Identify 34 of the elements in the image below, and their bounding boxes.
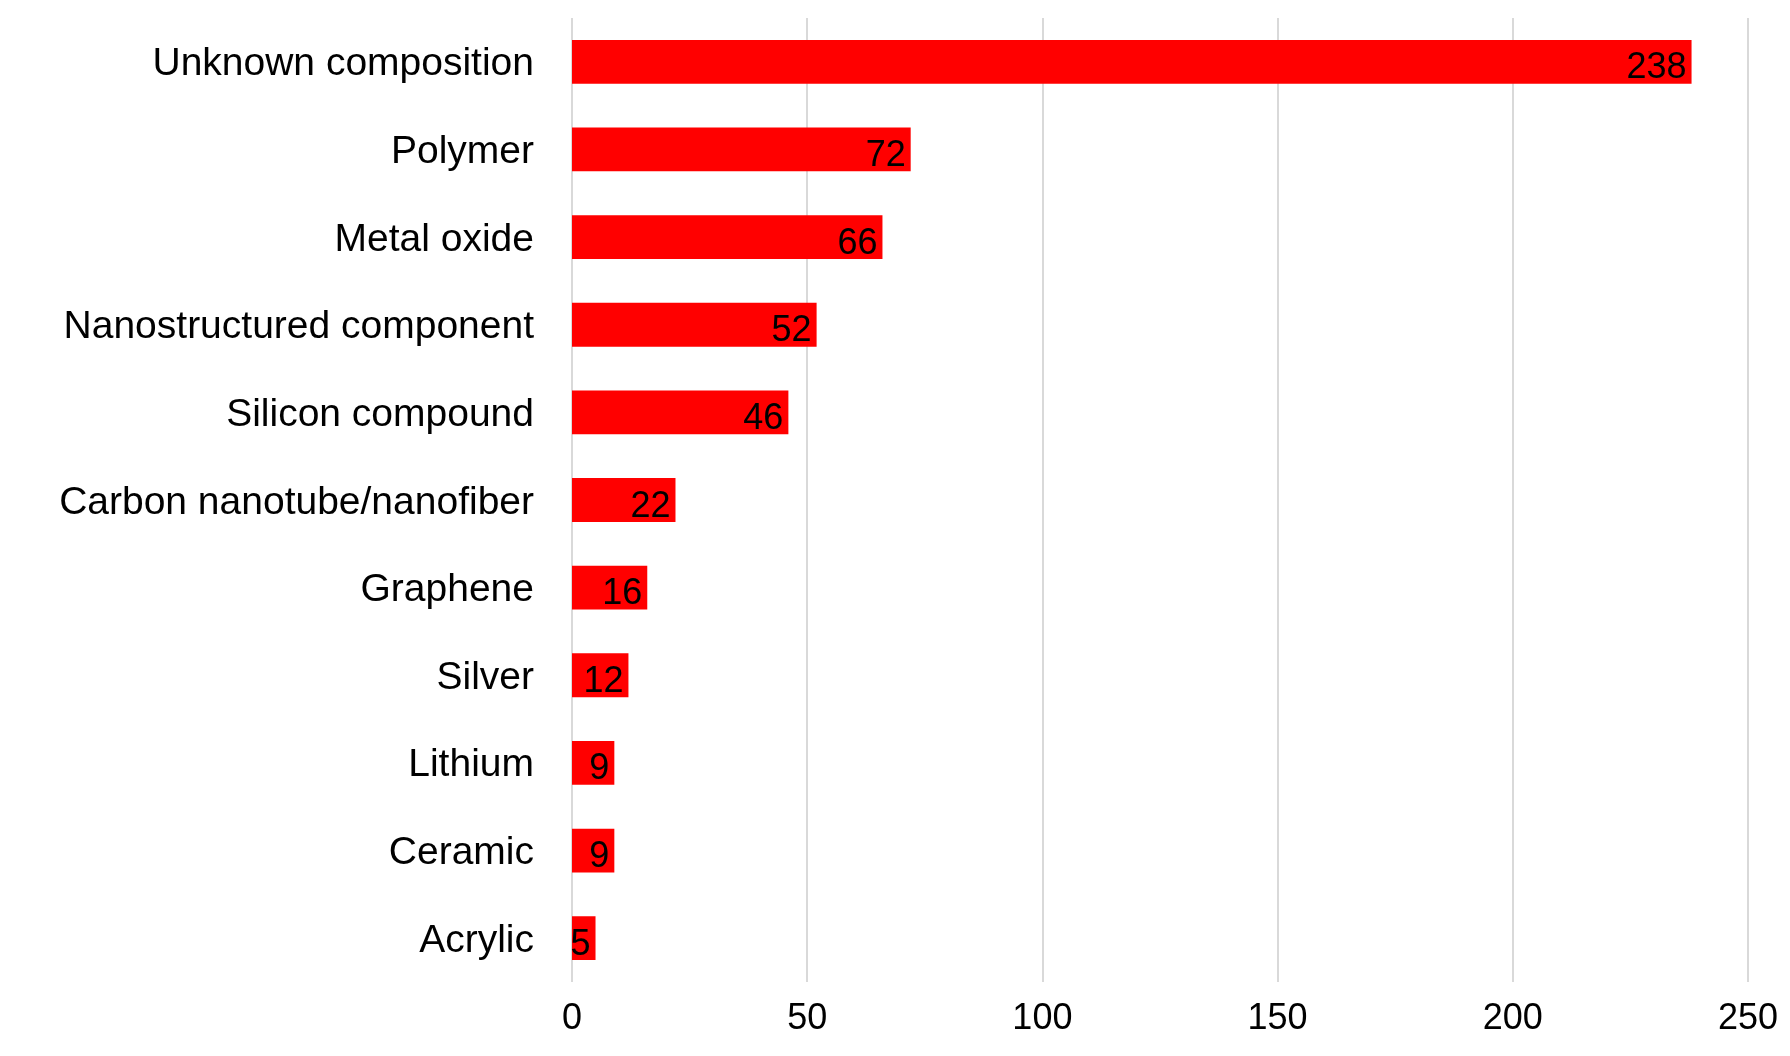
data-label: 66 xyxy=(837,220,878,262)
y-tick-label: Acrylic xyxy=(419,916,534,960)
y-tick-label: Ceramic xyxy=(388,829,534,873)
data-label: 9 xyxy=(589,834,610,876)
bar xyxy=(572,390,789,435)
data-label: 5 xyxy=(570,921,591,963)
y-tick-label: Silver xyxy=(436,653,534,697)
bar xyxy=(572,215,883,259)
data-label: 9 xyxy=(589,746,610,788)
x-tick-label: 0 xyxy=(561,995,583,1037)
y-tick-label: Unknown composition xyxy=(152,40,534,84)
data-label: 52 xyxy=(771,308,812,350)
y-tick-label: Nanostructured component xyxy=(63,303,535,347)
y-tick-label: Silicon compound xyxy=(226,390,534,434)
x-tick-label: 150 xyxy=(1247,995,1308,1037)
data-label: 72 xyxy=(865,132,906,174)
y-tick-label: Metal oxide xyxy=(334,215,534,259)
data-label: 16 xyxy=(602,571,643,613)
y-tick-label: Polymer xyxy=(390,127,534,171)
bar xyxy=(572,478,676,522)
bar xyxy=(572,302,817,347)
data-label: 46 xyxy=(743,395,784,437)
x-tick-label: 100 xyxy=(1012,995,1073,1037)
data-label: 22 xyxy=(630,483,671,525)
data-label: 238 xyxy=(1626,45,1687,87)
y-tick-label: Carbon nanotube/nanofiber xyxy=(59,478,535,522)
y-tick-label: Lithium xyxy=(408,741,534,785)
bar xyxy=(572,127,911,172)
x-tick-label: 200 xyxy=(1482,995,1543,1037)
bar xyxy=(572,39,1692,84)
data-label: 12 xyxy=(583,658,624,700)
y-tick-label: Graphene xyxy=(360,566,534,610)
x-tick-label: 50 xyxy=(787,995,828,1037)
x-tick-label: 250 xyxy=(1717,995,1779,1037)
